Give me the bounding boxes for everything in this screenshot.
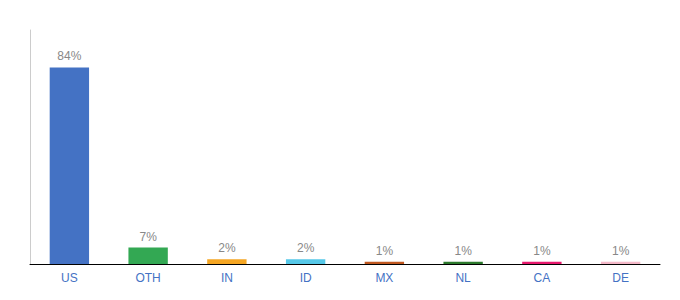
svg-text:DE: DE (612, 271, 629, 285)
svg-text:7%: 7% (139, 230, 157, 244)
svg-text:2%: 2% (218, 241, 236, 255)
svg-text:IN: IN (221, 271, 233, 285)
svg-text:NL: NL (455, 271, 471, 285)
svg-text:MX: MX (375, 271, 393, 285)
svg-text:2%: 2% (297, 241, 315, 255)
svg-text:1%: 1% (533, 244, 551, 258)
svg-text:ID: ID (300, 271, 312, 285)
svg-text:CA: CA (534, 271, 551, 285)
svg-text:1%: 1% (376, 244, 394, 258)
svg-text:US: US (61, 271, 78, 285)
svg-text:1%: 1% (612, 244, 630, 258)
svg-text:1%: 1% (454, 244, 472, 258)
svg-text:84%: 84% (57, 49, 81, 63)
svg-text:OTH: OTH (135, 271, 160, 285)
